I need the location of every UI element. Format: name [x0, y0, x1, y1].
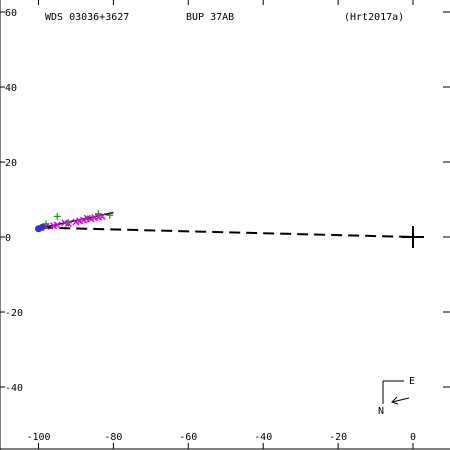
reference-code: (Hrt2017a)	[344, 12, 404, 23]
x-tick-label: -60	[179, 432, 197, 443]
plus-point	[94, 210, 102, 218]
plus-point	[53, 212, 61, 220]
discoverer-code: BUP 37AB	[186, 12, 234, 23]
x-tick-label: -40	[254, 432, 272, 443]
axis-tick-labels: 60 40 20 0 -20 -40 -100 -80 -60 -40 -20 0	[5, 8, 416, 443]
x-point	[79, 216, 87, 224]
primary-star-marker	[402, 226, 424, 248]
motion-arrow-head	[391, 396, 399, 405]
plus-point	[106, 211, 114, 219]
x-point	[64, 220, 72, 227]
x-tick-label: -20	[329, 432, 347, 443]
y-tick-label: 40	[5, 83, 17, 94]
y-tick-label: 0	[5, 233, 11, 244]
x-point	[87, 215, 95, 223]
motion-arrow-shaft	[391, 397, 410, 403]
compass-east-label: E	[409, 376, 415, 387]
y-tick-label: -20	[5, 308, 23, 319]
primary-cross	[402, 226, 424, 248]
y-tick-label: -40	[5, 383, 23, 394]
y-tick-label: 20	[5, 158, 17, 169]
dashed-connector-line	[42, 226, 414, 238]
y-tick-label: 60	[5, 8, 17, 19]
x-tick-label: -100	[26, 432, 50, 443]
x-point	[53, 221, 61, 229]
dot-point	[38, 223, 46, 231]
x-tick-label: 0	[410, 432, 416, 443]
compass: E N	[378, 376, 415, 417]
observation-points	[35, 210, 114, 233]
x-tick-label: -80	[104, 432, 122, 443]
wds-designation: WDS 03036+3627	[45, 12, 129, 23]
x-point	[98, 212, 106, 220]
compass-north-label: N	[378, 406, 384, 417]
